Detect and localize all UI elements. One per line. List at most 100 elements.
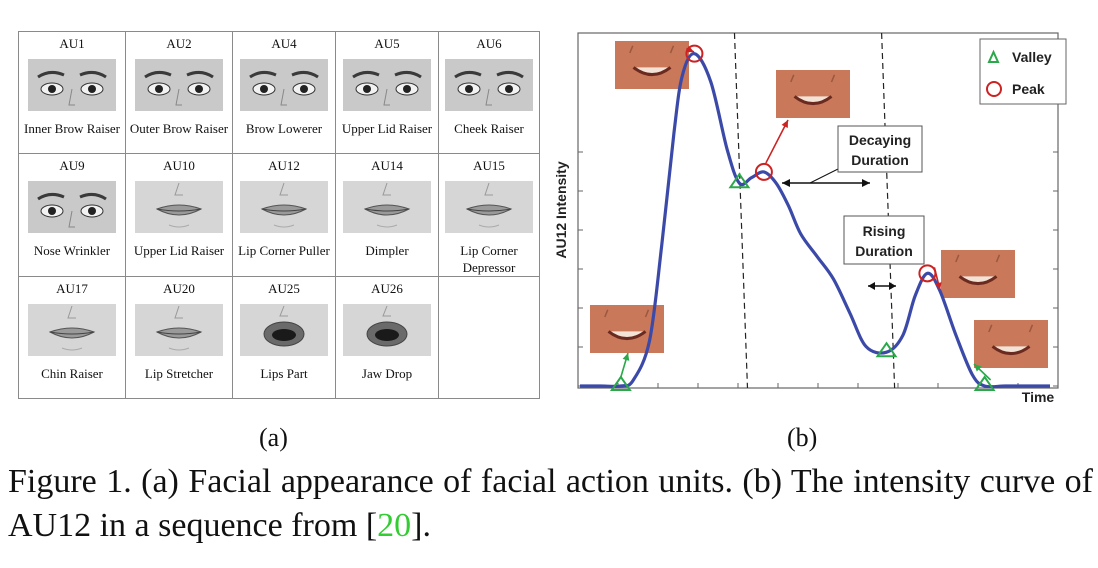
au-cell: AU1 Inner Brow Raiser: [18, 31, 126, 154]
face-image: [126, 178, 232, 236]
au-name: Outer Brow Raiser: [129, 121, 229, 136]
citation-link[interactable]: 20: [377, 507, 412, 544]
face-image: [439, 56, 539, 114]
au-name: Upper Lid Raiser: [341, 121, 433, 136]
pointer-arrow: [765, 119, 789, 164]
au-name: Nose Wrinkler: [33, 243, 111, 258]
dashed-line: [881, 32, 896, 389]
smile-face-thumbnail: [941, 250, 1015, 298]
face-image: [233, 301, 335, 359]
face-image: [19, 178, 125, 236]
face-image: [19, 301, 125, 359]
pointer-arrows: [620, 45, 992, 381]
valley-marker: [973, 375, 996, 391]
legend-peak: Peak: [1012, 81, 1045, 97]
pointer-arrow: [973, 363, 992, 381]
figure-caption: Figure 1. (a) Facial appearance of facia…: [8, 460, 1093, 548]
au-name: Cheek Raiser: [454, 121, 524, 136]
au-name: Upper Lid Raiser: [133, 243, 225, 258]
legend-valley: Valley: [1012, 49, 1052, 65]
au-row: AU17 Chin Raiser AU20 Lip Stretcher AU25 Lips…: [18, 276, 540, 399]
au12-intensity-chart: Decaying Duration Rising Duration Valley…: [553, 32, 1067, 405]
valley-marker: [875, 341, 898, 358]
caption-end: ].: [411, 507, 431, 544]
rising-duration-arrow: [868, 282, 896, 290]
peak-legend-icon: [986, 81, 1002, 97]
face-image: [126, 301, 232, 359]
au-cell: AU10 Upper Lid Raiser: [125, 153, 233, 277]
face-thumbnails: [590, 41, 1048, 368]
au-table: AU1 Inner Brow Raiser AU2 Outer Brow Raiser…: [18, 31, 540, 399]
valley-legend-icon: [987, 49, 1000, 63]
pointer-arrow: [686, 45, 695, 53]
smile-face-thumbnail: [776, 70, 850, 118]
face-image: [126, 56, 232, 114]
au-code: AU17: [56, 281, 88, 296]
au-name: Lip Corner Puller: [238, 243, 330, 258]
rising-label: Rising: [863, 223, 906, 239]
au-cell: AU25 Lips Part: [232, 276, 336, 399]
dashed-line: [733, 32, 749, 389]
face-image: [336, 301, 438, 359]
au-name: Chin Raiser: [41, 366, 103, 381]
au-code: AU6: [476, 36, 502, 51]
au-code: AU20: [163, 281, 195, 296]
face-image: [19, 56, 125, 114]
duration-label-2: Duration: [855, 243, 913, 259]
au-cell: AU5 Upper Lid Raiser: [335, 31, 439, 154]
face-image: [233, 56, 335, 114]
au-name: Brow Lowerer: [245, 121, 323, 136]
au-name: Dimpler: [365, 243, 409, 258]
face-image: [439, 178, 539, 236]
au-cell: AU14 Dimpler: [335, 153, 439, 277]
au-name: Jaw Drop: [361, 366, 413, 381]
pointer-arrow: [933, 267, 942, 291]
x-axis-label: Time: [1022, 389, 1055, 405]
duration-label-1: Duration: [851, 152, 909, 168]
caption-text: Figure 1. (a) Facial appearance of facia…: [8, 463, 1093, 544]
intensity-curve: [580, 52, 1050, 389]
au-code: AU12: [268, 158, 300, 173]
au-code: AU25: [268, 281, 300, 296]
decaying-duration-arrow: [782, 167, 870, 187]
au-cell: AU2 Outer Brow Raiser: [125, 31, 233, 154]
smile-face-thumbnail: [615, 41, 689, 89]
peak-marker: [754, 162, 773, 181]
au-cell: AU4 Brow Lowerer: [232, 31, 336, 154]
au-cell: AU9 Nose Wrinkler: [18, 153, 126, 277]
face-image: [336, 56, 438, 114]
au-code: AU1: [59, 36, 85, 51]
au-cell: AU26 Jaw Drop: [335, 276, 439, 399]
panel-b-label: (b): [787, 423, 818, 452]
au-code: AU10: [163, 158, 195, 173]
au-code: AU9: [59, 158, 85, 173]
panel-a-label: (a): [259, 423, 288, 452]
au-cell: [438, 276, 540, 399]
pointer-arrow: [620, 352, 630, 378]
face-image: [233, 178, 335, 236]
peak-marker: [685, 44, 704, 63]
au-code: AU5: [374, 36, 400, 51]
legend: Valley Peak: [979, 38, 1067, 105]
smile-face-thumbnail: [974, 320, 1048, 368]
au-name: Lips Part: [260, 366, 308, 381]
au-code: AU2: [166, 36, 192, 51]
au-name: Lip Corner Depressor: [460, 243, 518, 275]
face-image: [336, 178, 438, 236]
au-code: AU15: [473, 158, 505, 173]
valley-marker: [609, 375, 632, 391]
valley-marker: [728, 172, 751, 189]
au-code: AU14: [371, 158, 403, 173]
rising-duration-box: Rising Duration: [843, 215, 925, 265]
au-code: AU4: [271, 36, 297, 51]
decaying-duration-box: Decaying Duration: [837, 125, 923, 173]
y-axis-label: AU12 Intensity: [553, 161, 569, 258]
au-name: Lip Stretcher: [144, 366, 214, 381]
au-cell: AU15 Lip Corner Depressor: [438, 153, 540, 277]
au-cell: AU12 Lip Corner Puller: [232, 153, 336, 277]
au-row: AU9 Nose Wrinkler AU10 Upper Lid Raiser AU12…: [18, 153, 540, 277]
au-row: AU1 Inner Brow Raiser AU2 Outer Brow Raiser…: [18, 31, 540, 154]
au-cell: AU20 Lip Stretcher: [125, 276, 233, 399]
au-code: AU26: [371, 281, 403, 296]
au-cell: AU17 Chin Raiser: [18, 276, 126, 399]
